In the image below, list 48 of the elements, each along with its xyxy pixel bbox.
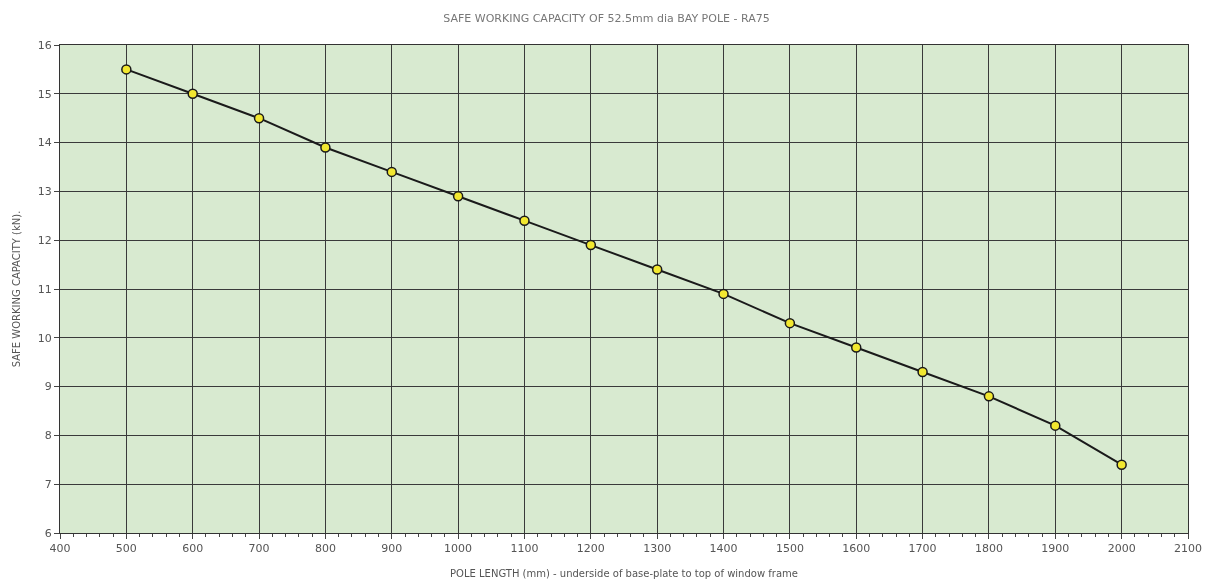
x-tick-label: 1100 (510, 542, 539, 556)
x-tick-label: 1500 (775, 542, 804, 556)
x-tick-label: 700 (248, 542, 270, 556)
x-tick-label: 2100 (1174, 542, 1202, 556)
y-tick-label: 15 (37, 87, 52, 101)
point (320, 142, 331, 153)
x-tick-label: 500 (115, 542, 137, 556)
x-tick-label: 1400 (709, 542, 738, 556)
y-tick-label: 14 (37, 136, 52, 150)
y-tick-label: 9 (44, 380, 52, 394)
point (452, 191, 464, 202)
point (784, 317, 796, 329)
x-tick-label: 1000 (444, 542, 473, 556)
x-tick-label: 1800 (974, 542, 1003, 556)
x-axis-title: POLE LENGTH (mm) - underside of base-plate to top of window frame (450, 567, 798, 579)
x-tick-label: 400 (49, 542, 71, 556)
x-tick-label: 800 (314, 542, 336, 556)
point (253, 112, 265, 124)
point (1116, 459, 1127, 470)
y-tick-label: 16 (37, 38, 52, 52)
chart-title: SAFE WORKING CAPACITY OF 52.5mm dia BAY POLE - RA75 (443, 12, 770, 26)
y-tick-label: 13 (37, 185, 52, 199)
x-tick-label: 1600 (842, 542, 871, 556)
point (917, 366, 928, 378)
y-axis-title: SAFE WORKING CAPACITY (kN). (10, 210, 22, 368)
point (850, 342, 862, 353)
x-tick-label: 900 (381, 542, 403, 556)
y-tick-label: 10 (37, 331, 52, 345)
point (121, 64, 132, 75)
x-tick-label: 1900 (1041, 542, 1070, 556)
y-tick-label: 11 (37, 282, 52, 296)
x-tick-label: 2000 (1107, 542, 1136, 556)
x-tick-label: 1300 (643, 542, 672, 556)
x-tick-label: 1200 (576, 542, 605, 556)
y-tick-label: 6 (44, 526, 52, 540)
point (1050, 420, 1061, 431)
y-tick-label: 12 (37, 234, 52, 248)
point (519, 215, 530, 226)
point (585, 239, 597, 251)
x-tick-label: 600 (182, 542, 204, 556)
x-tick-label: 1700 (908, 542, 937, 556)
point (718, 288, 729, 300)
y-tick-label: 7 (44, 478, 52, 492)
point (983, 391, 995, 402)
point (651, 264, 663, 275)
point (386, 166, 398, 178)
point (187, 88, 198, 100)
y-tick-label: 8 (44, 429, 52, 443)
